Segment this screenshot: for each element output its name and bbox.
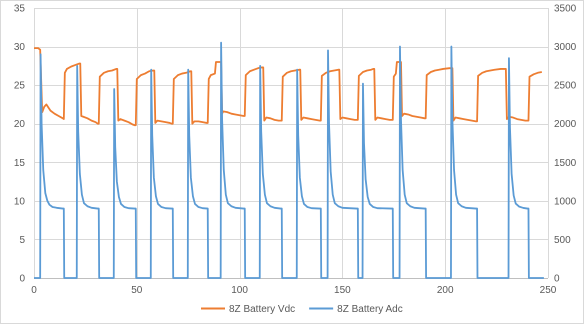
y-right-tick-label: 2500 — [554, 81, 577, 92]
y-right-tick-label: 500 — [554, 235, 571, 246]
y-left-tick-label: 0 — [19, 274, 25, 285]
legend: 8Z Battery Vdc 8Z Battery Adc — [201, 304, 403, 315]
plot-series — [34, 41, 544, 279]
y-left-tick-label: 30 — [14, 42, 26, 53]
legend-label-8z-battery-adc: 8Z Battery Adc — [337, 304, 403, 315]
y-left-tick-label: 25 — [14, 81, 26, 92]
x-tick-label: 0 — [31, 285, 37, 296]
y-right-tick-label: 1000 — [554, 196, 577, 207]
x-tick-label: 150 — [334, 285, 351, 296]
y-left-tick-label: 10 — [14, 196, 26, 207]
x-tick-label: 200 — [437, 285, 454, 296]
legend-label-8z-battery-vdc: 8Z Battery Vdc — [229, 304, 295, 315]
y-right-tick-label: 3000 — [554, 42, 577, 53]
y-right-tick-label: 3500 — [554, 4, 577, 15]
y-left-tick-label: 20 — [14, 119, 26, 130]
tick-labels: 0510152025303505001000150020002500300035… — [14, 4, 577, 297]
y-right-tick-label: 1500 — [554, 158, 577, 169]
series-line-8z-battery-adc — [34, 41, 544, 279]
y-left-tick-label: 5 — [19, 235, 25, 246]
x-tick-label: 250 — [540, 285, 557, 296]
x-tick-label: 50 — [131, 285, 143, 296]
y-left-tick-label: 35 — [14, 4, 26, 15]
y-right-tick-label: 2000 — [554, 119, 577, 130]
gridlines — [34, 8, 549, 278]
x-tick-label: 100 — [231, 285, 248, 296]
y-right-tick-label: 0 — [554, 274, 560, 285]
series-line-8z-battery-vdc — [34, 47, 542, 127]
y-left-tick-label: 15 — [14, 158, 26, 169]
